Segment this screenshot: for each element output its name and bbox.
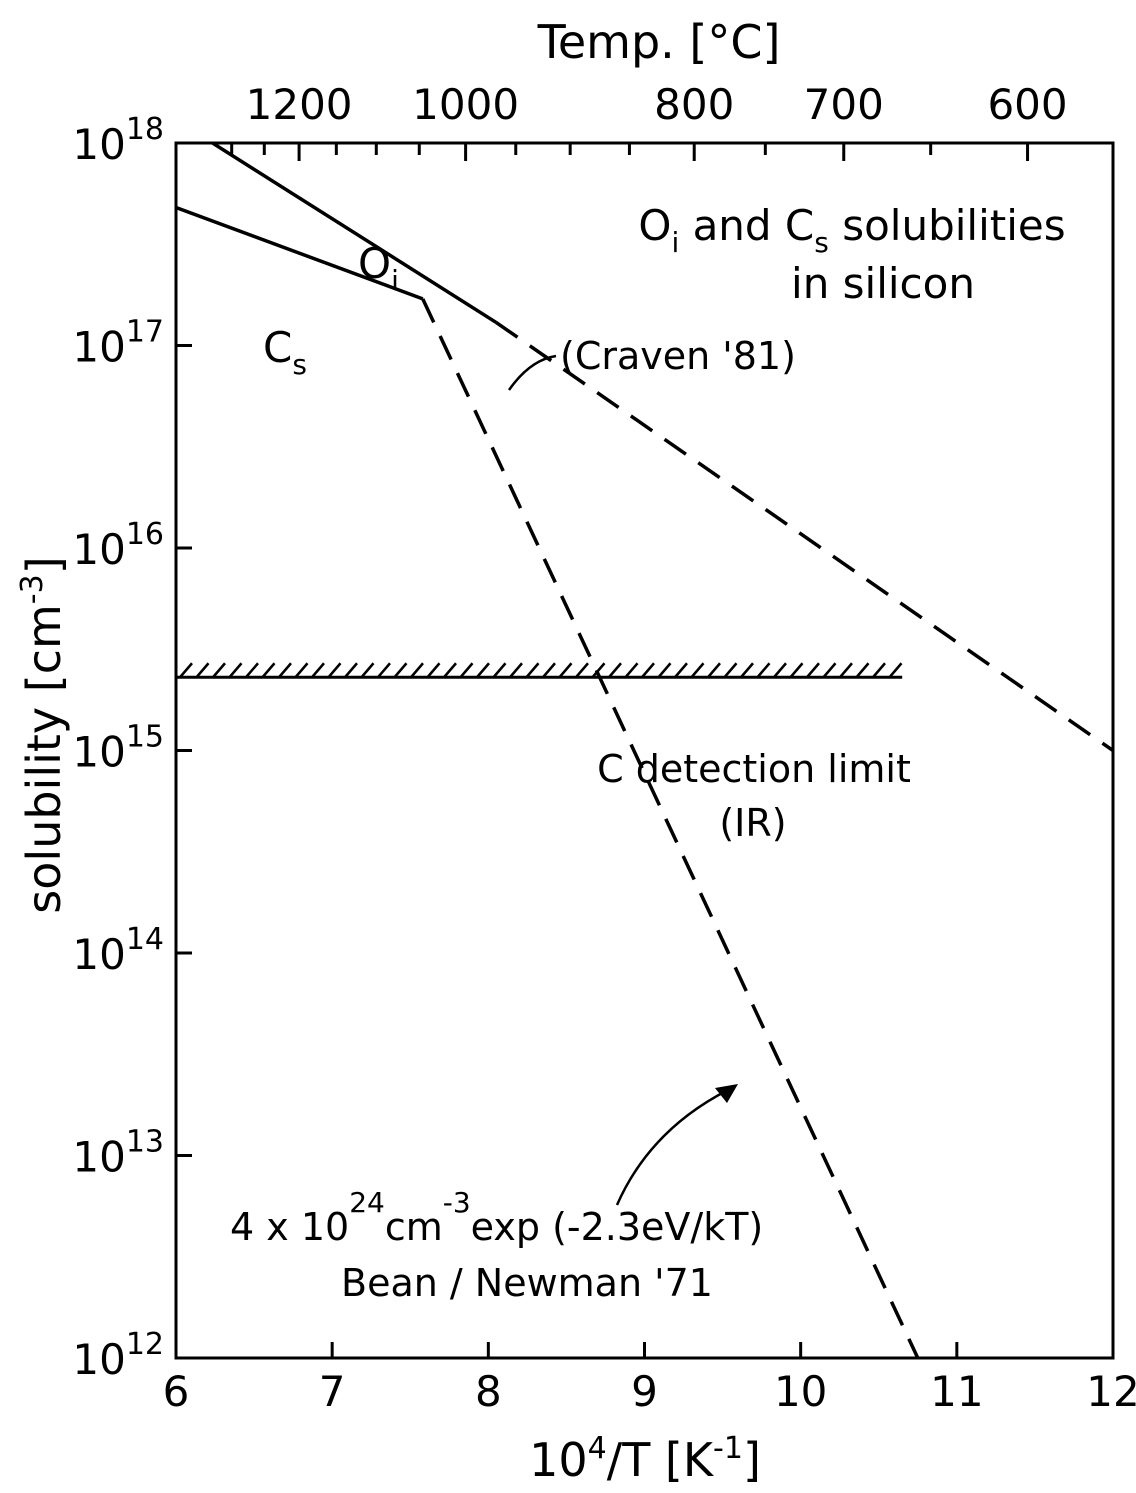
top-tick-labels: 1200 1000 800 700 600 xyxy=(246,80,1068,129)
left-axis-ticks xyxy=(176,141,192,1360)
x-tick-labels: 6 7 8 9 10 11 12 xyxy=(163,1367,1136,1416)
detection-limit-hatch xyxy=(690,662,705,679)
detection-limit-hatch xyxy=(311,662,325,679)
y-tick-label: 1012 xyxy=(72,1327,164,1384)
detection-limit-hatch xyxy=(492,662,507,679)
detection-limit-hatch xyxy=(789,662,804,679)
x-tick-label: 7 xyxy=(319,1367,346,1416)
detection-limit-hatch xyxy=(195,662,210,679)
series-oi-solid xyxy=(209,143,498,324)
detection-limit-hatch xyxy=(245,662,259,679)
detection-limit-hatch xyxy=(509,662,523,679)
detection-limit-hatch xyxy=(542,662,556,679)
detection-limit-hatch xyxy=(525,662,540,679)
top-tick-label: 1000 xyxy=(412,80,519,129)
chart-title-line1: Oi and Cs solubilities xyxy=(638,201,1065,259)
formula-arrowhead xyxy=(715,1084,738,1103)
series-label-oi: Oi xyxy=(358,239,399,297)
x-tick-label: 10 xyxy=(774,1367,827,1416)
detection-limit-hatch xyxy=(773,662,787,679)
detection-limit-hatch xyxy=(377,662,391,679)
detection-limit-hatch xyxy=(888,662,903,679)
detection-limit-hatch xyxy=(228,662,243,679)
series-cs-solid xyxy=(176,205,424,301)
detection-limit-hatch xyxy=(806,662,820,679)
x-tick-label: 12 xyxy=(1086,1367,1136,1416)
x-axis-label: 104/T [K-1] xyxy=(529,1431,761,1487)
detection-limit-hatch xyxy=(641,662,655,679)
detection-limit-hatch xyxy=(179,662,193,679)
detection-limit-hatch xyxy=(707,662,721,679)
detection-limit-hatch xyxy=(872,662,886,679)
detection-limit-hatch xyxy=(459,662,474,679)
detection-limit-hatch xyxy=(410,662,424,679)
series-layer xyxy=(176,143,1113,1358)
detection-limit-hatch xyxy=(294,662,309,679)
detection-limit-sublabel: (IR) xyxy=(719,801,786,845)
y-tick-label: 1018 xyxy=(72,112,164,169)
x-tick-label: 11 xyxy=(930,1367,983,1416)
y-tick-label: 1013 xyxy=(72,1125,164,1182)
detection-limit-hatch xyxy=(327,662,342,679)
detection-limit-hatch xyxy=(855,662,870,679)
top-tick-label: 600 xyxy=(987,80,1067,129)
detection-limit-hatch xyxy=(723,662,738,679)
x-tick-label: 9 xyxy=(631,1367,658,1416)
reference-annotation: Bean / Newman '71 xyxy=(341,1261,713,1305)
series-oi-dashed xyxy=(495,320,1113,752)
detection-limit-hatch xyxy=(278,662,292,679)
detection-limit xyxy=(176,662,903,679)
series-label-cs: Cs xyxy=(263,323,307,381)
detection-limit-hatch xyxy=(558,662,573,679)
detection-limit-hatch xyxy=(657,662,672,679)
detection-limit-hatch xyxy=(756,662,771,679)
detection-limit-hatch xyxy=(608,662,622,679)
detection-limit-hatch xyxy=(591,662,606,679)
craven-leader xyxy=(507,354,557,391)
craven-annotation: (Craven '81) xyxy=(560,334,796,378)
y-tick-labels: 1012 1013 1014 1015 1016 1017 1018 xyxy=(72,112,164,1384)
y-tick-label: 1017 xyxy=(72,315,164,372)
detection-limit-label: C detection limit xyxy=(597,747,911,791)
chart-title-line2: in silicon xyxy=(791,259,975,308)
detection-limit-hatch xyxy=(426,662,441,679)
detection-limit-hatch xyxy=(839,662,853,679)
x-tick-label: 8 xyxy=(475,1367,502,1416)
y-tick-label: 1014 xyxy=(72,922,164,979)
x-tick-label: 6 xyxy=(163,1367,190,1416)
detection-limit-hatch xyxy=(443,662,457,679)
top-tick-label: 1200 xyxy=(246,80,353,129)
top-axis-ticks xyxy=(230,143,1030,161)
detection-limit-hatch xyxy=(212,662,226,679)
detection-limit-hatch xyxy=(624,662,639,679)
top-tick-label: 800 xyxy=(654,80,734,129)
detection-limit-hatch xyxy=(822,662,837,679)
detection-limit-hatch xyxy=(575,662,589,679)
bottom-axis-ticks xyxy=(174,1342,1115,1358)
y-tick-label: 1015 xyxy=(72,720,164,777)
detection-limit-hatch xyxy=(393,662,408,679)
y-tick-label: 1016 xyxy=(72,517,164,574)
y-axis-label: solubility [cm-3] xyxy=(15,556,71,913)
top-tick-label: 700 xyxy=(804,80,884,129)
detection-limit-hatch xyxy=(674,662,688,679)
formula-arrow xyxy=(615,1088,729,1206)
series-cs-dashed xyxy=(421,298,920,1358)
detection-limit-hatch xyxy=(344,662,358,679)
detection-limit-hatch xyxy=(360,662,375,679)
detection-limit-hatch xyxy=(261,662,276,679)
detection-limit-hatch xyxy=(740,662,754,679)
detection-limit-hatch xyxy=(476,662,490,679)
formula-annotation: 4 x 1024cm-3exp (-2.3eV/kT) xyxy=(230,1186,763,1249)
top-axis-label: Temp. [°C] xyxy=(537,15,781,69)
